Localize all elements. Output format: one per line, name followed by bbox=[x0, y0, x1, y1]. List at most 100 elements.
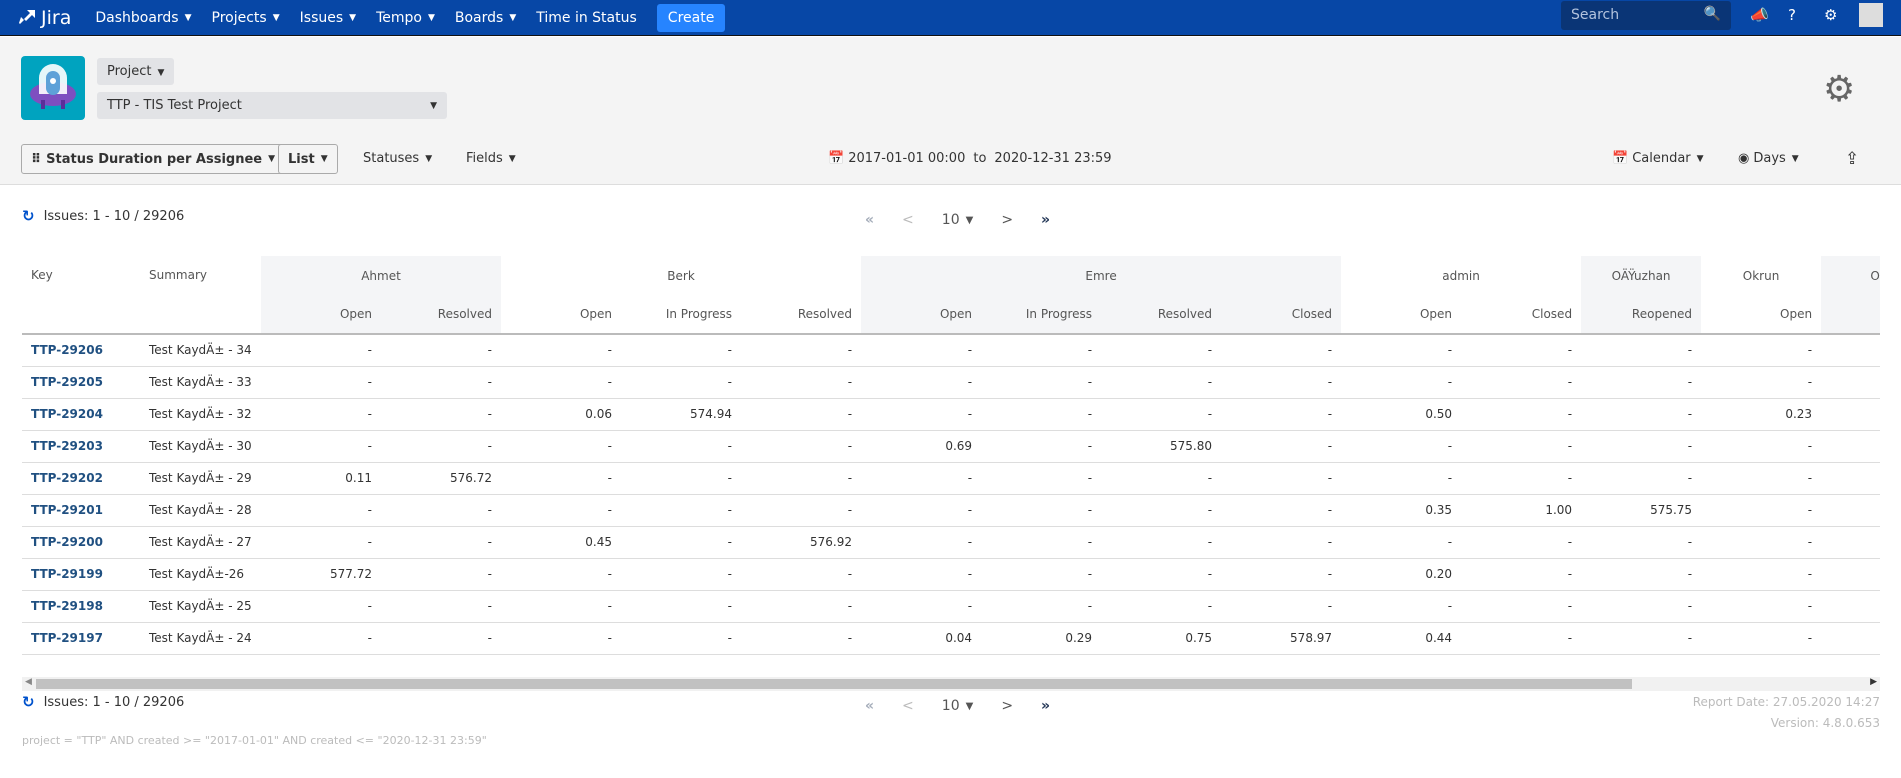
status-header[interactable] bbox=[1821, 295, 1880, 335]
issue-key-link[interactable]: TTP-29199 bbox=[22, 558, 140, 591]
refresh-icon[interactable]: ↻ bbox=[22, 207, 35, 225]
issue-key-link[interactable]: TTP-29197 bbox=[22, 622, 140, 655]
duration-cell: - bbox=[981, 334, 1102, 367]
nav-boards[interactable]: Boards ▼ bbox=[455, 10, 516, 26]
duration-cell: - bbox=[1461, 526, 1582, 559]
next-page-button[interactable]: > bbox=[1001, 212, 1014, 228]
chevron-down-icon: ▼ bbox=[425, 153, 433, 164]
page-size-select[interactable]: 10 bbox=[941, 212, 960, 228]
duration-cell: - bbox=[1581, 398, 1702, 431]
issue-key-link[interactable]: TTP-29206 bbox=[22, 334, 140, 367]
view-label: List bbox=[288, 151, 315, 167]
duration-cell: - bbox=[861, 366, 982, 399]
status-header[interactable]: Resolved bbox=[741, 295, 862, 335]
settings-icon[interactable]: ⚙ bbox=[1824, 6, 1838, 24]
refresh-icon[interactable]: ↻ bbox=[22, 693, 35, 711]
status-header[interactable]: Closed bbox=[1461, 295, 1582, 335]
key-header[interactable]: Key bbox=[22, 256, 140, 335]
status-header[interactable]: Open bbox=[1341, 295, 1462, 335]
report-type-dropdown[interactable]: ⠿ Status Duration per Assignee ▼ bbox=[21, 144, 286, 174]
duration-cell: - bbox=[1461, 590, 1582, 623]
caret-down-icon[interactable]: ▼ bbox=[965, 214, 974, 226]
duration-cell: - bbox=[1701, 622, 1822, 655]
issue-key-link[interactable]: TTP-29202 bbox=[22, 462, 140, 495]
chevron-down-icon: ▼ bbox=[430, 101, 437, 111]
duration-cell bbox=[1821, 334, 1880, 367]
project-type-label: Project bbox=[107, 64, 152, 79]
statuses-dropdown[interactable]: Statuses ▼ bbox=[363, 151, 432, 166]
status-header[interactable]: Open bbox=[501, 295, 621, 335]
issue-key-link[interactable]: TTP-29201 bbox=[22, 494, 140, 527]
chevron-down-icon: ▼ bbox=[272, 12, 280, 23]
first-page-button[interactable]: « bbox=[865, 212, 875, 228]
megaphone-icon[interactable]: 📣 bbox=[1750, 6, 1769, 24]
scrollbar-thumb[interactable] bbox=[36, 679, 1632, 689]
calendar-label: Calendar bbox=[1632, 151, 1691, 166]
jira-logo[interactable]: Jira bbox=[18, 7, 71, 29]
nav-projects[interactable]: Projects ▼ bbox=[212, 10, 280, 26]
status-header[interactable]: Open bbox=[261, 295, 381, 335]
issue-key-link[interactable]: TTP-29204 bbox=[22, 398, 140, 431]
caret-down-icon[interactable]: ▼ bbox=[965, 700, 974, 712]
page-size-select[interactable]: 10 bbox=[941, 698, 960, 714]
project-type-dropdown[interactable]: Project ▼ bbox=[97, 58, 175, 85]
calendar-dropdown[interactable]: 📅 Calendar ▼ bbox=[1612, 151, 1704, 166]
calendar-icon: 📅 bbox=[1612, 151, 1629, 166]
status-header[interactable]: In Progress bbox=[981, 295, 1102, 335]
report-settings-icon[interactable]: ⚙ bbox=[1823, 69, 1856, 110]
duration-cell: 0.45 bbox=[501, 526, 621, 559]
scroll-right-icon[interactable]: ▶ bbox=[1870, 677, 1877, 687]
issue-key-link[interactable]: TTP-29200 bbox=[22, 526, 140, 559]
brand: Jira bbox=[41, 6, 72, 29]
nav-dashboards[interactable]: Dashboards ▼ bbox=[95, 10, 191, 26]
duration-cell: - bbox=[981, 494, 1102, 527]
last-page-button[interactable]: » bbox=[1041, 698, 1051, 714]
days-dropdown[interactable]: ◉ Days ▼ bbox=[1738, 151, 1799, 166]
date-from[interactable]: 2017-01-01 00:00 bbox=[848, 151, 966, 166]
status-header[interactable]: Closed bbox=[1221, 295, 1342, 335]
issue-key-link[interactable]: TTP-29198 bbox=[22, 590, 140, 623]
issue-key-link[interactable]: TTP-29203 bbox=[22, 430, 140, 463]
status-header[interactable]: Resolved bbox=[1101, 295, 1222, 335]
status-header[interactable]: Resolved bbox=[381, 295, 501, 335]
duration-cell: 575.80 bbox=[1101, 430, 1222, 463]
status-header[interactable]: Open bbox=[1701, 295, 1822, 335]
help-icon[interactable]: ? bbox=[1788, 6, 1796, 24]
nav-issues[interactable]: Issues ▼ bbox=[300, 10, 356, 26]
table-row: TTP-29198 Test KaydÄ± - 25- - - - - - - - - - - - - bbox=[22, 590, 1880, 623]
next-page-button[interactable]: > bbox=[1001, 698, 1014, 714]
scroll-left-icon[interactable]: ◀ bbox=[25, 677, 32, 687]
status-header[interactable]: In Progress bbox=[621, 295, 741, 335]
duration-cell: - bbox=[1221, 334, 1342, 367]
chevron-down-icon: ▼ bbox=[508, 153, 516, 164]
horizontal-scrollbar[interactable]: ◀ ▶ bbox=[22, 677, 1880, 691]
issue-key-link[interactable]: TTP-29205 bbox=[22, 366, 140, 399]
fields-dropdown[interactable]: Fields ▼ bbox=[466, 151, 516, 166]
avatar[interactable] bbox=[1859, 3, 1883, 27]
date-range[interactable]: 📅 2017-01-01 00:00 to 2020-12-31 23:59 bbox=[828, 151, 1112, 166]
export-icon[interactable]: ⇪ bbox=[1845, 149, 1860, 169]
prev-page-button[interactable]: < bbox=[902, 698, 914, 714]
project-select[interactable]: TTP - TIS Test Project ▼ bbox=[97, 92, 447, 119]
duration-cell bbox=[1821, 526, 1880, 559]
prev-page-button[interactable]: < bbox=[902, 212, 914, 228]
last-page-button[interactable]: » bbox=[1041, 212, 1051, 228]
create-button[interactable]: Create bbox=[656, 3, 726, 32]
summary-header[interactable]: Summary bbox=[140, 256, 261, 335]
duration-cell: - bbox=[381, 590, 501, 623]
duration-cell: - bbox=[981, 526, 1102, 559]
duration-cell: 0.11 bbox=[261, 462, 381, 495]
date-to[interactable]: 2020-12-31 23:59 bbox=[994, 151, 1112, 166]
first-page-button[interactable]: « bbox=[865, 698, 875, 714]
duration-cell: - bbox=[1221, 590, 1342, 623]
search-input[interactable]: Search 🔍 bbox=[1561, 1, 1731, 30]
duration-cell: - bbox=[1461, 558, 1582, 591]
status-header[interactable]: Reopened bbox=[1581, 295, 1702, 335]
duration-cell: - bbox=[741, 366, 862, 399]
nav-tempo[interactable]: Tempo ▼ bbox=[376, 10, 435, 26]
nav-time-in-status[interactable]: Time in Status bbox=[536, 9, 637, 26]
duration-cell: 0.75 bbox=[1101, 622, 1222, 655]
view-dropdown[interactable]: List ▼ bbox=[278, 144, 338, 174]
status-header[interactable]: Open bbox=[861, 295, 982, 335]
duration-cell: - bbox=[621, 622, 741, 655]
